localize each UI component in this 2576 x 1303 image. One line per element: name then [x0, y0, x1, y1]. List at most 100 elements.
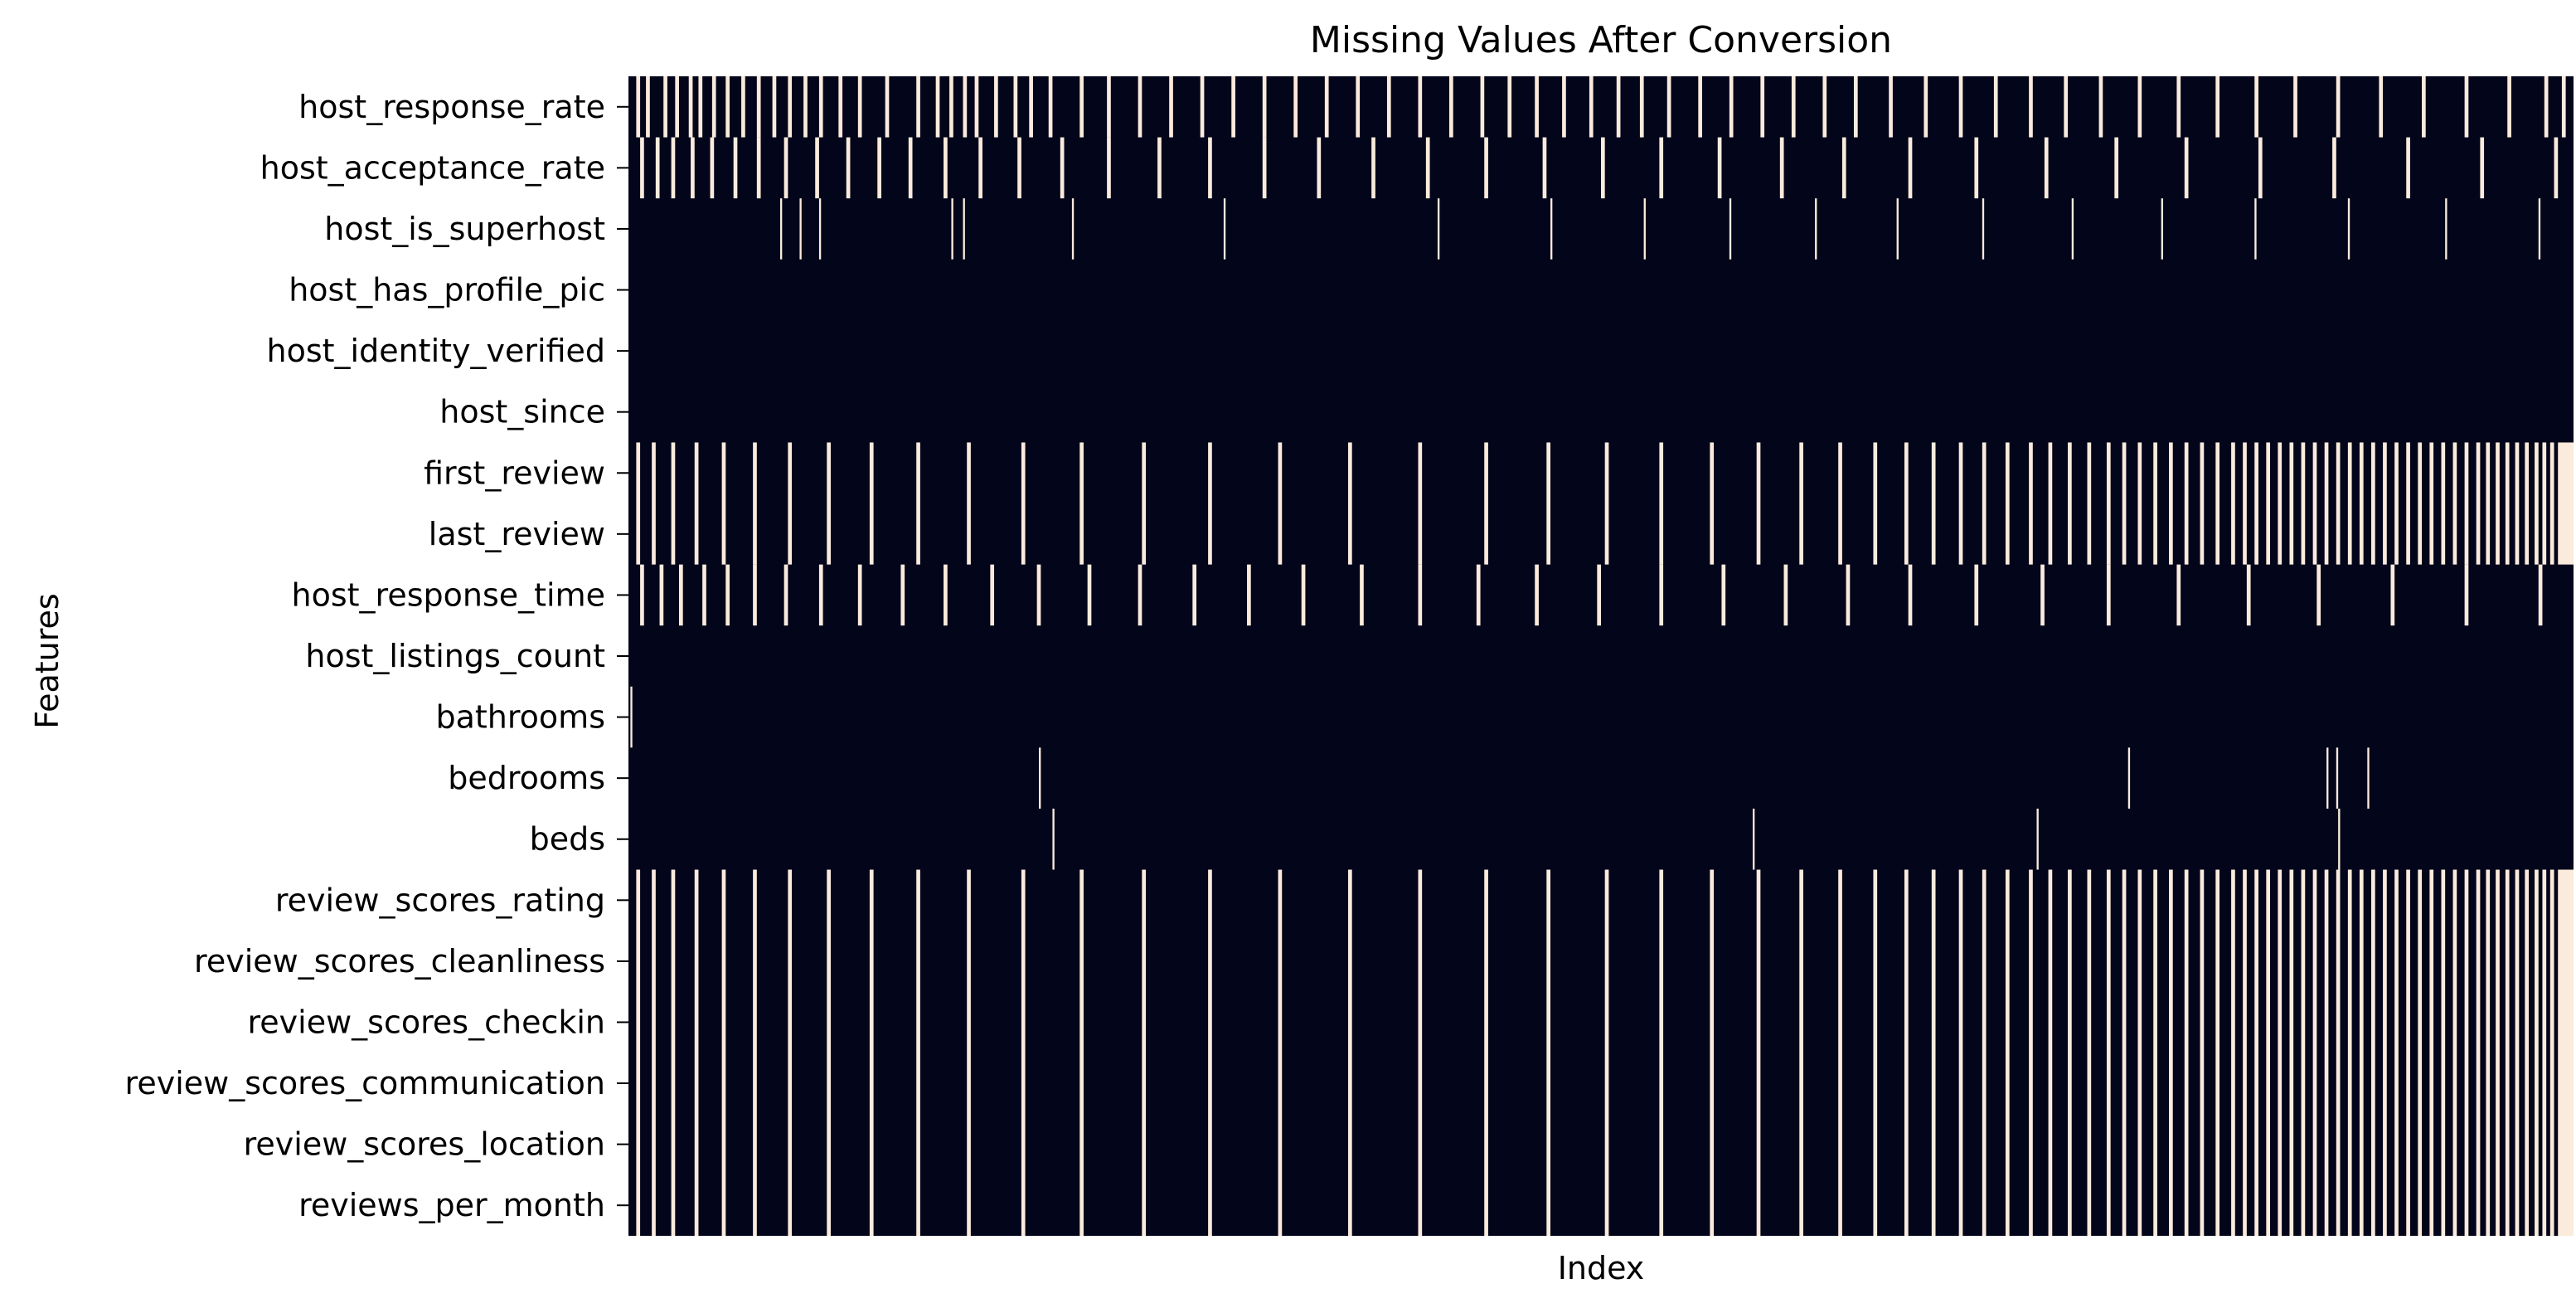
- heatmap-missing-cell-group-0-57: [2029, 76, 2033, 138]
- heatmap-missing-cell-group-0-23: [1013, 76, 1018, 138]
- heatmap-missing-cell-group-8-2: [2036, 808, 2039, 870]
- heatmap-missing-cell-group-1-4: [710, 137, 715, 199]
- heatmap-missing-cell-group-4-49: [2289, 442, 2294, 565]
- heatmap-missing-cell-group-4-42: [2200, 442, 2205, 565]
- heatmap-missing-cell-group-0-35: [1356, 76, 1361, 138]
- y-tick-label-0: host_response_rate: [298, 89, 605, 125]
- heatmap-missing-cell-group-4-39: [2153, 442, 2157, 565]
- heatmap-missing-cell-group-1-35: [2258, 137, 2263, 199]
- heatmap-missing-cell-group-9-20: [1604, 869, 1609, 1236]
- heatmap-missing-cell-group-9-71: [2535, 869, 2539, 1236]
- heatmap-missing-cell-group-5-5: [753, 564, 757, 626]
- heatmap-missing-cell-group-5-9: [900, 564, 905, 626]
- heatmap-missing-cell-group-0-41: [1535, 76, 1539, 138]
- heatmap-missing-cell-group-0-7: [725, 76, 730, 138]
- heatmap-missing-cell-group-0-52: [1853, 76, 1858, 138]
- heatmap-missing-cell-group-4-32: [2029, 442, 2033, 565]
- heatmap-missing-cell-group-4-15: [1278, 442, 1283, 565]
- heatmap-missing-cell-group-5-28: [1974, 564, 1979, 626]
- heatmap-missing-cell-group-4-0: [636, 442, 641, 565]
- heatmap-missing-cell-group-4-28: [1931, 442, 1936, 565]
- heatmap-missing-cell-group-5-17: [1301, 564, 1306, 626]
- heatmap-missing-cell-group-9-38: [2137, 869, 2142, 1236]
- heatmap-missing-cell-group-9-7: [827, 869, 831, 1236]
- heatmap-missing-cell-group-0-61: [2176, 76, 2181, 138]
- y-tick-label-16: review_scores_communication: [125, 1065, 605, 1101]
- heatmap-missing-cell-group-9-26: [1873, 869, 1878, 1236]
- heatmap-missing-cell-group-1-21: [1371, 137, 1375, 199]
- heatmap-missing-cell-group-9-30: [1982, 869, 1987, 1236]
- y-tick-label-12: beds: [530, 821, 605, 858]
- heatmap-missing-cell-group-0-11: [788, 76, 793, 138]
- heatmap-missing-cell-group-5-24: [1721, 564, 1726, 626]
- heatmap-missing-cell-group-5-1: [659, 564, 664, 626]
- heatmap-missing-cell-group-4-37: [2122, 442, 2127, 565]
- heatmap-missing-cell-group-5-27: [1908, 564, 1913, 626]
- heatmap-missing-cell-group-0-31: [1231, 76, 1235, 138]
- heatmap-missing-cell-group-1-2: [671, 137, 676, 199]
- heatmap-missing-cell-group-5-18: [1360, 564, 1364, 626]
- heatmap-missing-cell-group-0-45: [1639, 76, 1644, 138]
- y-tick-label-8: host_response_time: [292, 576, 605, 613]
- heatmap-missing-cell-group-5-26: [1846, 564, 1851, 626]
- heatmap-missing-cell-group-0-21: [974, 76, 979, 138]
- heatmap-missing-cell-group-9-12: [1079, 869, 1084, 1236]
- heatmap-missing-cell-group-4-59: [2406, 442, 2410, 565]
- heatmap-missing-cell-group-4-26: [1873, 442, 1878, 565]
- heatmap-missing-cell-group-4-31: [2005, 442, 2010, 565]
- heatmap-missing-cell-group-0-42: [1562, 76, 1566, 138]
- heatmap-missing-cell-group-5-13: [1087, 564, 1092, 626]
- heatmap-missing-cell-group-0-68: [2464, 76, 2469, 138]
- heatmap-missing-cell-group-4-16: [1348, 442, 1352, 565]
- heatmap-missing-cell-group-2-7: [1437, 198, 1440, 260]
- heatmap-missing-cell-group-1-27: [1717, 137, 1722, 199]
- heatmap-missing-cell-group-9-55: [2359, 869, 2364, 1236]
- heatmap-missing-cell-group-4-45: [2243, 442, 2247, 565]
- heatmap-missing-cell-group-9-16: [1348, 869, 1352, 1236]
- heatmap-missing-cell-group-2-4: [963, 198, 965, 260]
- heatmap-missing-cell-group-9-56: [2371, 869, 2375, 1236]
- heatmap-missing-cell-group-4-19: [1546, 442, 1550, 565]
- heatmap-missing-cell-group-9-33: [2048, 869, 2053, 1236]
- heatmap-missing-cell-group-5-22: [1597, 564, 1601, 626]
- heatmap-missing-cell-group-4-61: [2429, 442, 2434, 565]
- y-tick-label-1: host_acceptance_rate: [260, 149, 605, 186]
- y-axis-tick-labels: host_response_rate host_acceptance_rateho…: [125, 89, 605, 1223]
- heatmap-missing-cell-group-7-2: [2326, 747, 2329, 809]
- y-tick-label-2: host_is_superhost: [324, 211, 605, 247]
- heatmap-missing-cell-group-4-65: [2476, 442, 2481, 565]
- heatmap-missing-cell-group-0-33: [1293, 76, 1298, 138]
- heatmap-missing-cell-group-0-20: [963, 76, 968, 138]
- heatmap-missing-cell-group-1-18: [1208, 137, 1212, 199]
- heatmap-missing-cell-group-4-34: [2068, 442, 2072, 565]
- heatmap-missing-cell-group-0-53: [1889, 76, 1893, 138]
- heatmap-missing-cell-group-9-59: [2406, 869, 2410, 1236]
- heatmap-missing-cell-group-5-4: [725, 564, 730, 626]
- heatmap-missing-cell-group-4-50: [2301, 442, 2306, 565]
- heatmap-missing-cell-group-0-27: [1107, 76, 1111, 138]
- heatmap-missing-cell-group-0-51: [1822, 76, 1827, 138]
- heatmap-missing-cell-group-0-71: [2561, 76, 2566, 138]
- heatmap-missing-cell-group-9-45: [2243, 869, 2247, 1236]
- heatmap-missing-cell-group-1-15: [1060, 137, 1065, 199]
- heatmap-missing-cell-group-4-46: [2254, 442, 2258, 565]
- heatmap-missing-cell-group-0-65: [2336, 76, 2341, 138]
- heatmap-missing-cell-group-5-11: [990, 564, 995, 626]
- heatmap-missing-cell-group-1-25: [1601, 137, 1605, 199]
- heatmap-missing-cell-group-1-33: [2114, 137, 2119, 199]
- heatmap-missing-cell-group-5-10: [944, 564, 948, 626]
- heatmap-missing-cell-group-0-22: [994, 76, 998, 138]
- heatmap-missing-cell-group-4-41: [2184, 442, 2189, 565]
- heatmap-missing-cell-group-2-9: [1643, 198, 1646, 260]
- heatmap-missing-cell-group-9-24: [1799, 869, 1803, 1236]
- heatmap-missing-cell-group-1-10: [877, 137, 881, 199]
- heatmap-missing-cell-group-5-20: [1476, 564, 1481, 626]
- heatmap-missing-cell-group-9-14: [1208, 869, 1212, 1236]
- heatmap-missing-cell-group-0-43: [1589, 76, 1594, 138]
- heatmap-missing-cell-group-2-8: [1550, 198, 1553, 260]
- heatmap-missing-cell-group-8-0: [1052, 808, 1055, 870]
- heatmap-plot-area: [628, 76, 2574, 1236]
- heatmap-missing-cell-group-9-42: [2200, 869, 2205, 1236]
- heatmap-missing-cell-group-9-37: [2122, 869, 2127, 1236]
- y-tick-label-13: review_scores_rating: [275, 882, 605, 918]
